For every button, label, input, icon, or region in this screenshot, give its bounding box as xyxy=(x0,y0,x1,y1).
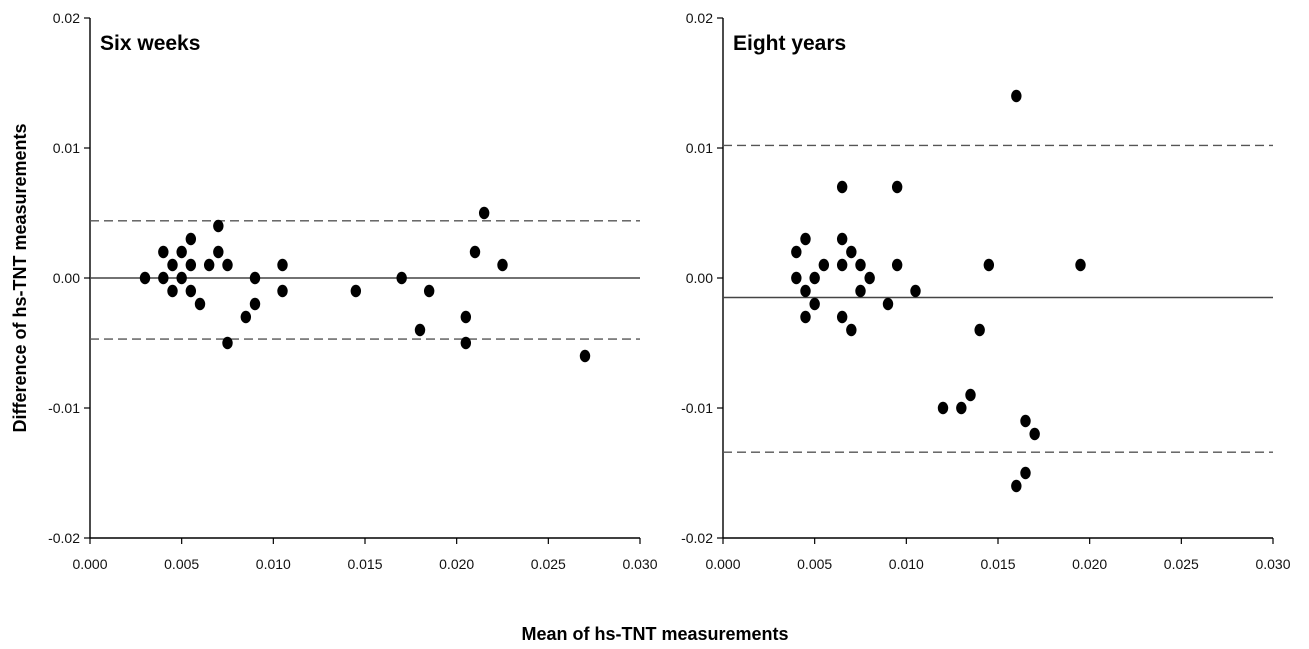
data-point xyxy=(240,310,252,324)
data-point xyxy=(846,323,857,337)
data-point xyxy=(423,284,435,298)
data-point xyxy=(478,206,490,220)
data-point xyxy=(176,245,187,259)
data-point xyxy=(249,271,261,285)
data-point xyxy=(277,258,288,272)
x-axis-title: Mean of hs-TNT measurements xyxy=(521,624,788,644)
data-point xyxy=(167,258,178,272)
data-point xyxy=(176,271,187,285)
data-point xyxy=(855,284,866,298)
panel-title: Six weeks xyxy=(100,32,200,55)
panel-eight-years: 0.02 0.01 0.00 -0.01 -0.02 0.000 0.005 0.010 0.0… xyxy=(681,10,1291,572)
y-tick-label: -0.02 xyxy=(681,530,713,546)
data-point xyxy=(891,180,903,194)
data-point xyxy=(185,258,197,272)
y-tick-label: 0.02 xyxy=(686,10,713,26)
data-point xyxy=(809,297,820,311)
x-tick-label: 0.020 xyxy=(1072,556,1107,572)
data-point xyxy=(791,245,802,259)
data-point xyxy=(809,271,820,285)
data-point xyxy=(222,336,233,350)
data-point xyxy=(864,271,875,285)
data-point xyxy=(800,284,811,298)
x-tick-label: 0.005 xyxy=(164,556,199,572)
y-tick-label: 0.00 xyxy=(686,270,713,286)
data-point xyxy=(194,297,206,311)
data-point xyxy=(910,284,921,298)
data-point xyxy=(937,401,949,415)
data-point xyxy=(1011,479,1022,493)
data-point xyxy=(836,310,848,324)
y-tick-label: 0.00 xyxy=(53,270,80,286)
y-tick-label: 0.02 xyxy=(53,10,80,26)
x-tick-label: 0.015 xyxy=(347,556,382,572)
y-tick-label: -0.01 xyxy=(681,400,713,416)
data-point xyxy=(350,284,362,298)
y-tick-label: -0.01 xyxy=(48,400,80,416)
y-tick-label: 0.01 xyxy=(686,140,713,156)
data-point xyxy=(213,245,224,259)
data-point xyxy=(891,258,903,272)
data-point xyxy=(836,258,848,272)
y-tick-label: -0.02 xyxy=(48,530,80,546)
data-point xyxy=(222,258,233,272)
data-point xyxy=(469,245,481,259)
data-point xyxy=(836,180,848,194)
data-point xyxy=(1029,427,1040,441)
y-axis-title: Difference of hs-TNT measurements xyxy=(10,123,30,432)
data-point xyxy=(158,271,169,285)
x-tick-label: 0.030 xyxy=(622,556,657,572)
data-point xyxy=(579,349,591,363)
data-point xyxy=(965,388,976,402)
data-point xyxy=(249,297,261,311)
data-point xyxy=(277,284,288,298)
data-point xyxy=(1020,466,1031,480)
data-point xyxy=(983,258,995,272)
x-tick-label: 0.000 xyxy=(72,556,107,572)
data-point xyxy=(791,271,802,285)
data-point xyxy=(836,232,848,246)
data-point xyxy=(460,336,472,350)
x-tick-label: 0.015 xyxy=(980,556,1015,572)
data-point xyxy=(213,219,224,233)
data-point xyxy=(414,323,426,337)
data-point xyxy=(800,232,811,246)
panel-title: Eight years xyxy=(733,32,846,55)
data-point xyxy=(846,245,857,259)
panel-six-weeks: 0.02 0.01 0.00 -0.01 -0.02 0.000 0.005 0.010 0.0… xyxy=(48,10,658,572)
x-tick-label: 0.005 xyxy=(797,556,832,572)
y-tick-label: 0.01 xyxy=(53,140,80,156)
x-tick-label: 0.020 xyxy=(439,556,474,572)
data-point xyxy=(167,284,178,298)
data-point xyxy=(1011,89,1022,103)
data-point xyxy=(460,310,472,324)
x-tick-label: 0.025 xyxy=(1164,556,1199,572)
data-point xyxy=(974,323,985,337)
data-point xyxy=(1075,258,1086,272)
data-point xyxy=(855,258,866,272)
x-tick-label: 0.030 xyxy=(1255,556,1290,572)
data-point xyxy=(158,245,169,259)
data-point xyxy=(396,271,407,285)
data-point xyxy=(1020,414,1031,428)
data-point xyxy=(497,258,508,272)
data-point xyxy=(139,271,151,285)
data-point xyxy=(203,258,215,272)
x-tick-label: 0.010 xyxy=(256,556,291,572)
data-point xyxy=(800,310,811,324)
data-point xyxy=(185,232,197,246)
x-tick-label: 0.025 xyxy=(531,556,566,572)
data-point xyxy=(882,297,894,311)
data-point xyxy=(185,284,197,298)
x-tick-label: 0.000 xyxy=(705,556,740,572)
data-point xyxy=(818,258,830,272)
x-tick-label: 0.010 xyxy=(889,556,924,572)
data-point xyxy=(956,401,967,415)
